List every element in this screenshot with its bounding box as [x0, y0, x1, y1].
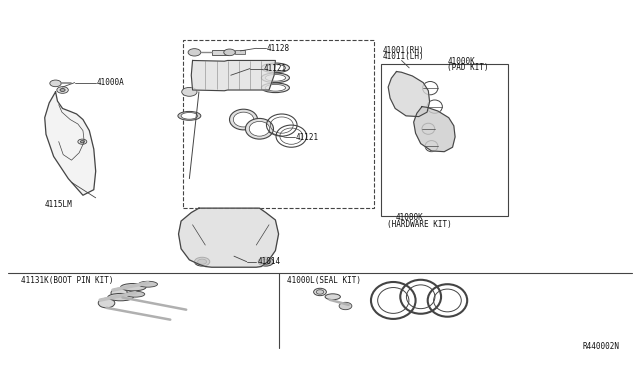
Ellipse shape: [261, 63, 289, 73]
Ellipse shape: [246, 118, 273, 139]
Circle shape: [314, 288, 326, 296]
Circle shape: [339, 302, 352, 310]
Text: 41000K: 41000K: [447, 57, 475, 66]
Polygon shape: [191, 61, 275, 91]
Text: 41000L(SEAL KIT): 41000L(SEAL KIT): [287, 276, 361, 285]
Polygon shape: [179, 208, 278, 267]
Circle shape: [195, 257, 210, 266]
Ellipse shape: [249, 121, 269, 136]
Ellipse shape: [230, 109, 257, 130]
Circle shape: [81, 141, 84, 143]
Text: R440002N: R440002N: [582, 342, 620, 351]
Bar: [212, 50, 228, 55]
Ellipse shape: [178, 112, 201, 120]
Text: 41000A: 41000A: [97, 78, 125, 87]
Ellipse shape: [181, 112, 198, 119]
Ellipse shape: [120, 283, 146, 291]
Circle shape: [50, 80, 61, 87]
Circle shape: [99, 298, 115, 308]
Text: 41080K: 41080K: [395, 213, 423, 222]
Ellipse shape: [265, 84, 285, 91]
Circle shape: [111, 288, 127, 298]
Text: 41014: 41014: [257, 257, 281, 266]
Ellipse shape: [265, 74, 285, 81]
Text: 41128: 41128: [267, 44, 290, 53]
Bar: [381, 64, 508, 215]
Ellipse shape: [125, 291, 145, 297]
Ellipse shape: [234, 112, 253, 127]
Text: (PAD KIT): (PAD KIT): [447, 63, 489, 72]
Circle shape: [316, 290, 324, 294]
Polygon shape: [413, 107, 455, 152]
Polygon shape: [45, 92, 96, 195]
Circle shape: [57, 87, 68, 93]
Ellipse shape: [261, 83, 289, 93]
Ellipse shape: [325, 294, 340, 300]
Circle shape: [78, 139, 87, 144]
Ellipse shape: [108, 294, 133, 301]
Text: (HARDWARE KIT): (HARDWARE KIT): [387, 220, 452, 229]
Ellipse shape: [138, 281, 157, 287]
Circle shape: [60, 89, 65, 92]
Circle shape: [198, 259, 207, 264]
Text: 41121: 41121: [264, 64, 287, 73]
Circle shape: [182, 87, 197, 96]
Ellipse shape: [261, 73, 289, 83]
Text: 41121: 41121: [296, 133, 319, 142]
Text: 4115LM: 4115LM: [45, 200, 72, 209]
Ellipse shape: [265, 64, 285, 71]
Circle shape: [261, 259, 270, 264]
Bar: [183, 40, 374, 208]
Text: 41131K(BOOT PIN KIT): 41131K(BOOT PIN KIT): [20, 276, 113, 285]
Text: 41011(LH): 41011(LH): [383, 52, 424, 61]
Circle shape: [224, 49, 236, 56]
Circle shape: [188, 49, 201, 56]
Polygon shape: [388, 71, 429, 116]
Bar: [236, 51, 245, 54]
Text: 41001(RH): 41001(RH): [383, 46, 424, 55]
Circle shape: [258, 257, 273, 266]
